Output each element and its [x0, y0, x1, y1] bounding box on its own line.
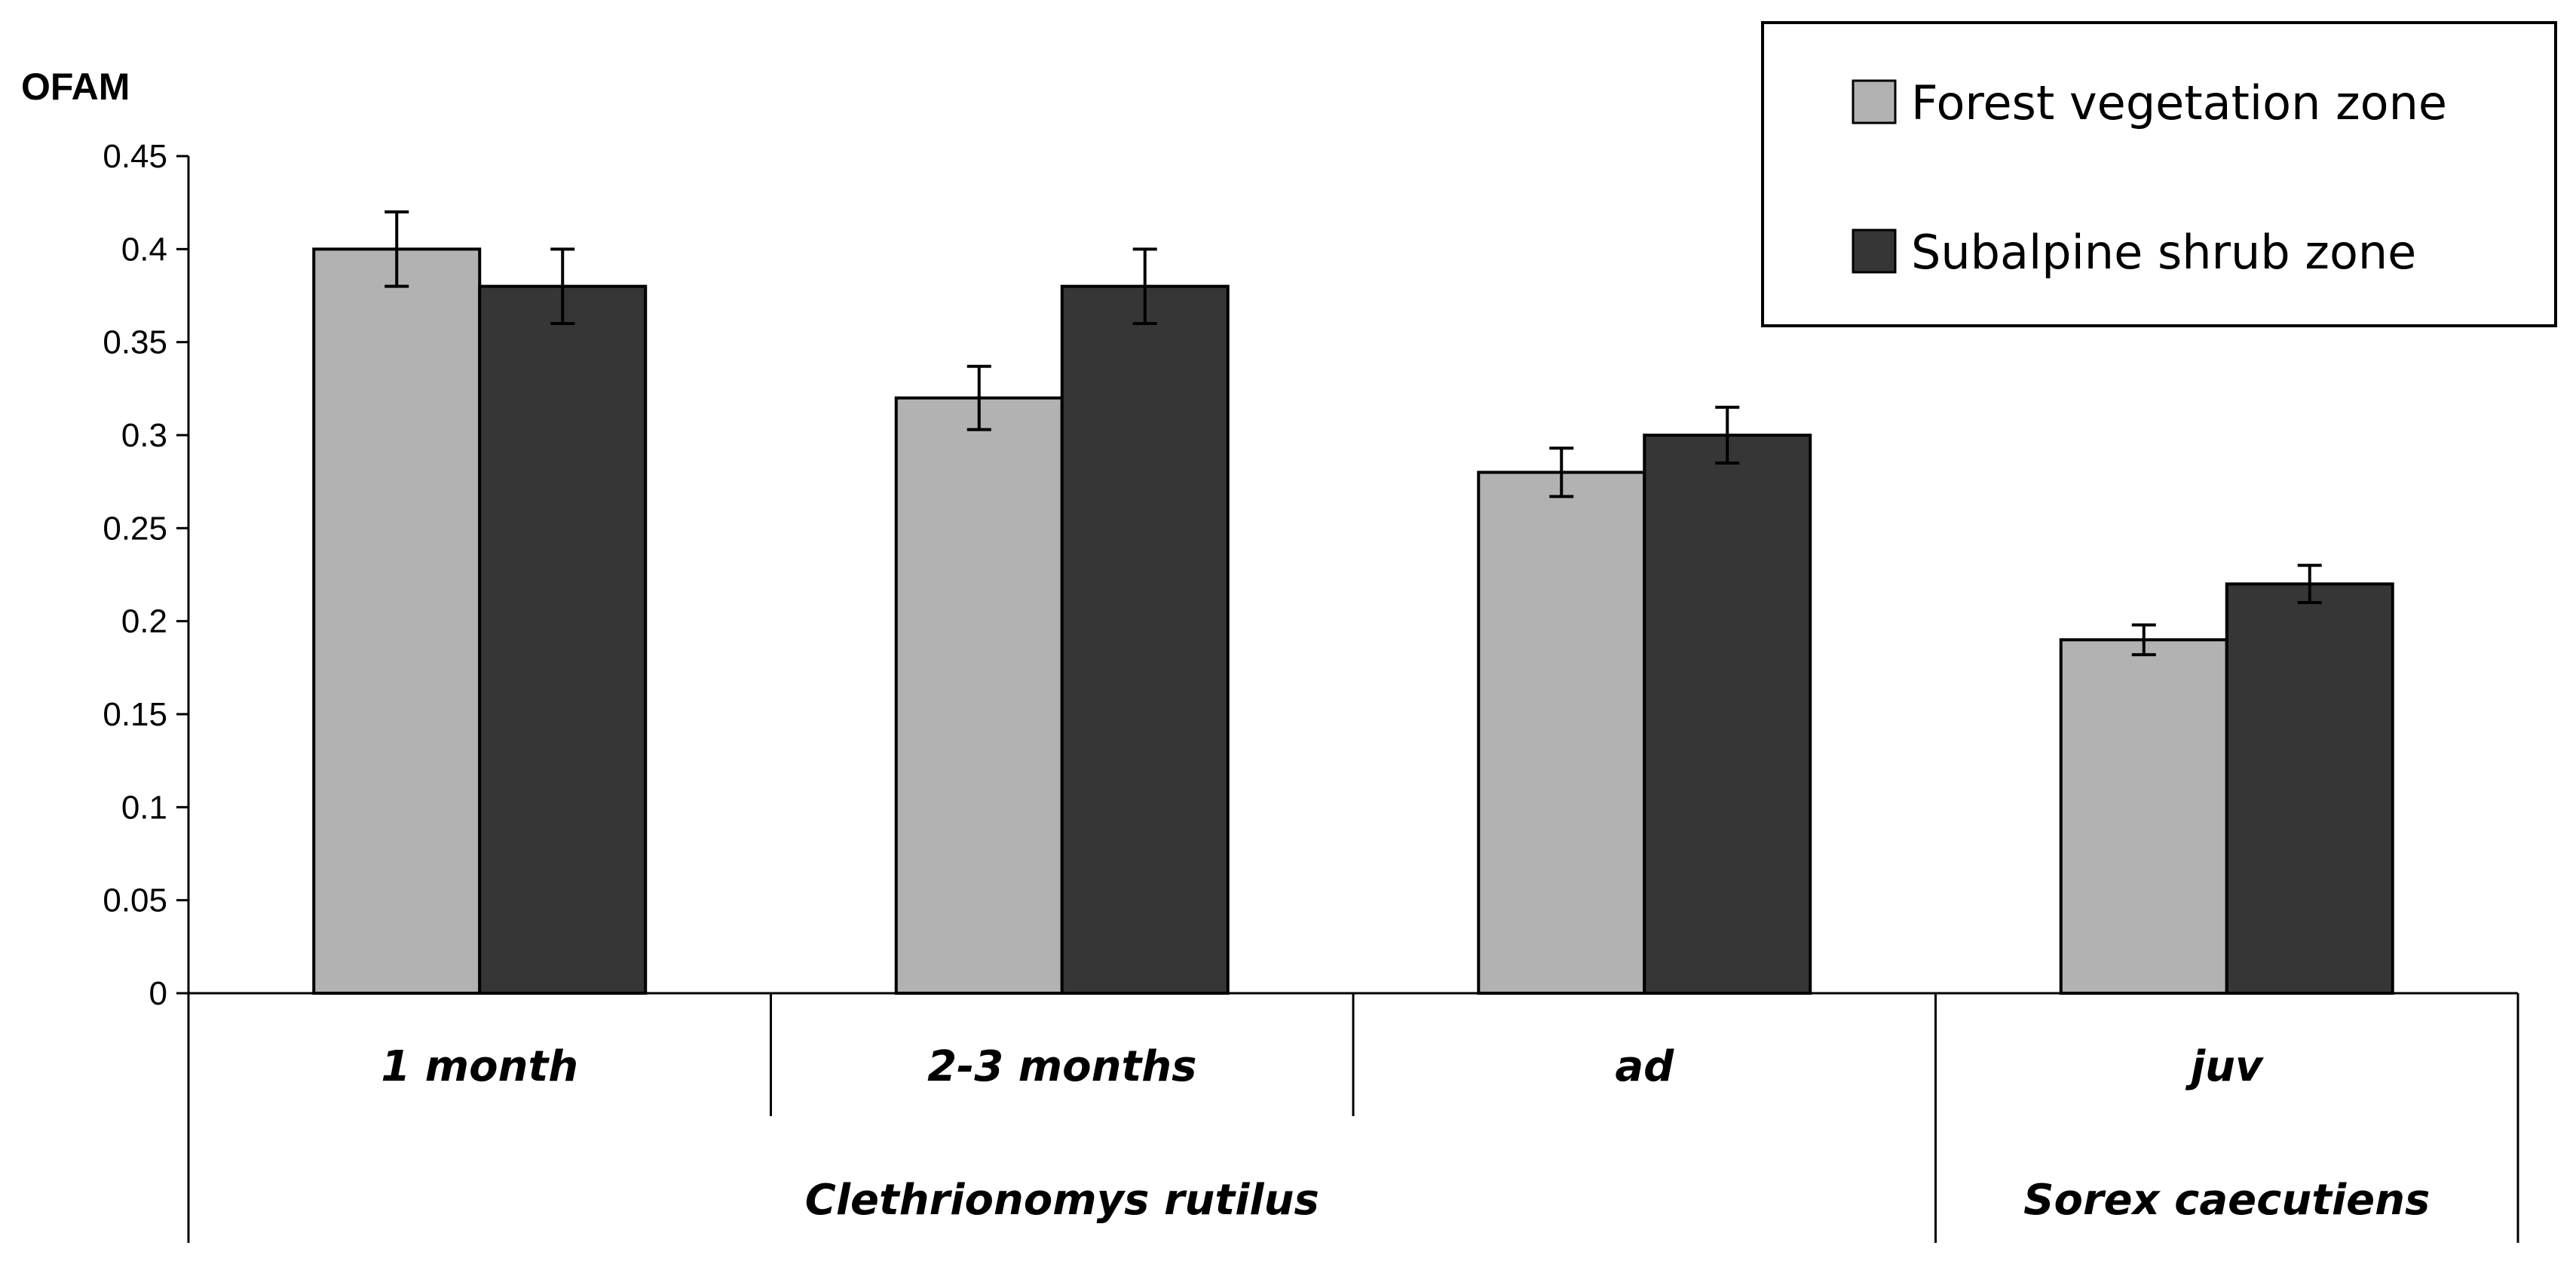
legend-swatch-subalpine	[1852, 229, 1897, 274]
y-tick-label: 0	[149, 975, 167, 1012]
bar-forest	[2059, 638, 2228, 995]
category-labels: 1 month 2-3 months ad juv Clethrionomys ruti…	[381, 1042, 2430, 1225]
bar-subalpine	[2225, 582, 2394, 995]
bars	[312, 210, 2394, 995]
bar-subalpine	[1060, 284, 1230, 995]
group-label: Sorex caecutiens	[2023, 1176, 2430, 1225]
y-tick-label: 0.3	[121, 417, 167, 454]
group-label: Clethrionomys rutilus	[805, 1176, 1319, 1225]
bar-forest	[1477, 471, 1646, 995]
y-tick-label: 0.45	[103, 138, 167, 175]
bar-forest	[894, 396, 1064, 995]
bar-forest	[312, 247, 482, 995]
y-tick-label: 0.35	[103, 324, 167, 361]
y-tick-label: 0.1	[121, 789, 167, 826]
category-label: juv	[2185, 1042, 2264, 1091]
bar-subalpine	[1643, 434, 1812, 995]
legend: Forest vegetation zone Subalpine shrub z…	[1761, 21, 2557, 327]
y-tick-label: 0.2	[121, 603, 167, 640]
y-tick-label: 0.05	[103, 882, 167, 919]
legend-swatch-forest	[1852, 79, 1897, 124]
legend-box	[1761, 21, 2557, 327]
y-axis-title: OFAM	[21, 66, 130, 108]
category-label: 1 month	[381, 1042, 578, 1091]
legend-label-forest: Forest vegetation zone	[1911, 75, 2447, 130]
legend-label-subalpine: Subalpine shrub zone	[1911, 225, 2416, 280]
y-tick-label: 0.25	[103, 510, 167, 547]
category-label: ad	[1615, 1042, 1674, 1091]
y-tick-label: 0.4	[121, 231, 167, 268]
bar-subalpine	[478, 284, 648, 995]
category-label: 2-3 months	[927, 1042, 1196, 1091]
y-tick-label: 0.15	[103, 696, 167, 733]
